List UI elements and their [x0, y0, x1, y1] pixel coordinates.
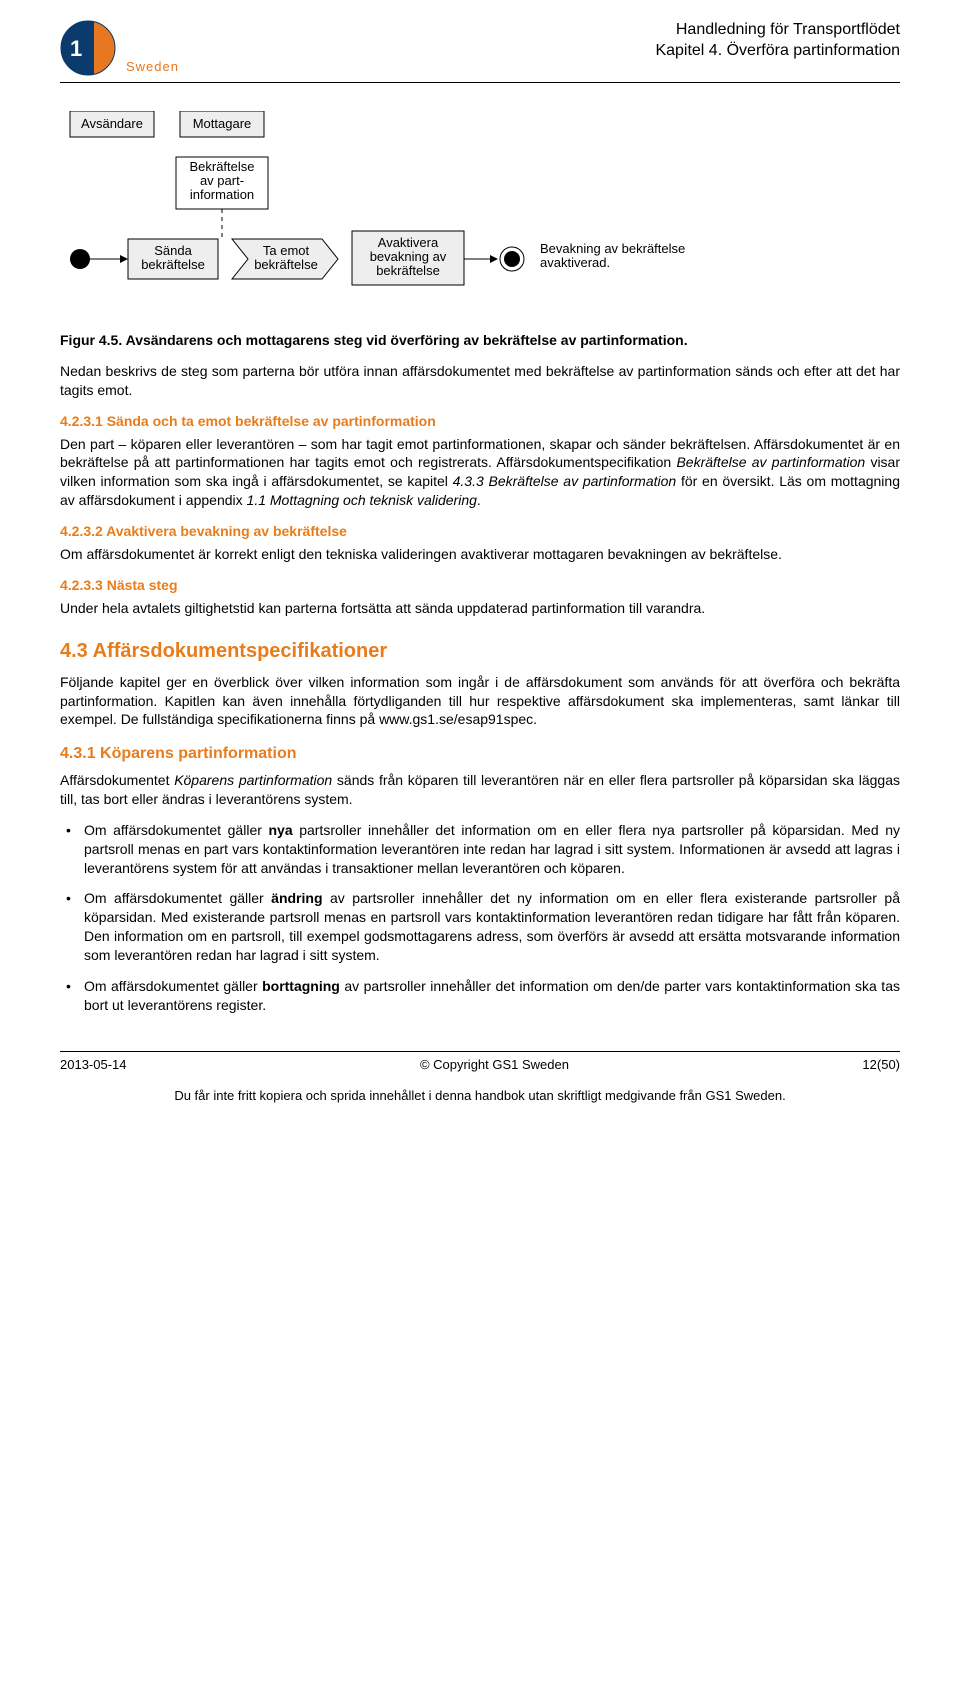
svg-text:1: 1 — [70, 36, 82, 61]
li2-a: Om affärsdokumentet gäller — [84, 978, 262, 994]
p-4233: Under hela avtalets giltighetstid kan pa… — [60, 599, 900, 618]
figure-label: Figur 4.5. Avsändarens och mottagarens s… — [60, 332, 688, 348]
heading-4-3: 4.3 Affärsdokumentspecifikationer — [60, 638, 900, 665]
diag-taemot-l2: bekräftelse — [254, 257, 318, 272]
header-titles: Handledning för Transportflödet Kapitel … — [655, 20, 900, 62]
p-4231-i1: Bekräftelse av partinformation — [676, 454, 865, 470]
header-title-2: Kapitel 4. Överföra partinformation — [655, 41, 900, 62]
p-4232: Om affärsdokumentet är korrekt enligt de… — [60, 545, 900, 564]
diag-sanda-l1: Sända — [154, 243, 192, 258]
figure-followup: Nedan beskrivs de steg som parterna bör … — [60, 362, 900, 400]
diag-sanda-l2: bekräftelse — [141, 257, 205, 272]
li1-bold: ändring — [271, 890, 322, 906]
figure-caption: Figur 4.5. Avsändarens och mottagarens s… — [60, 331, 900, 350]
diag-bevak-l1: Bevakning av bekräftelse — [540, 241, 685, 256]
p-4231-i2: 4.3.3 Bekräftelse av partinformation — [453, 473, 677, 489]
page-footer: 2013-05-14 © Copyright GS1 Sweden 12(50) — [60, 1051, 900, 1074]
footer-date: 2013-05-14 — [60, 1056, 127, 1074]
diag-bekraft-l3: information — [190, 187, 254, 202]
footer-page: 12(50) — [862, 1056, 900, 1074]
p-431-intro: Affärsdokumentet Köparens partinformatio… — [60, 771, 900, 809]
p431-a: Affärsdokumentet — [60, 772, 174, 788]
figure-4-5-diagram: Avsändare Mottagare Bekräftelse av part-… — [60, 111, 900, 311]
page-header: 1 Sweden Handledning för Transportflödet… — [60, 20, 900, 83]
li0-a: Om affärsdokumentet gäller — [84, 822, 268, 838]
logo-region-label: Sweden — [126, 58, 179, 76]
p-4231-i3: 1.1 Mottagning och teknisk validering — [247, 492, 477, 508]
diag-avakt-l2: bevakning av — [370, 249, 447, 264]
footer-copyright: © Copyright GS1 Sweden — [420, 1056, 569, 1074]
li2-bold: borttagning — [262, 978, 340, 994]
heading-4-2-3-1: 4.2.3.1 Sända och ta emot bekräftelse av… — [60, 412, 900, 431]
diag-mottagare: Mottagare — [193, 116, 252, 131]
header-title-1: Handledning för Transportflödet — [655, 20, 900, 41]
diag-avakt-l3: bekräftelse — [376, 263, 440, 278]
diag-bevak-l2: avaktiverad. — [540, 255, 610, 270]
p-4231: Den part – köparen eller leverantören – … — [60, 435, 900, 511]
heading-4-2-3-2: 4.2.3.2 Avaktivera bevakning av bekräfte… — [60, 522, 900, 541]
list-item: Om affärsdokumentet gäller borttagning a… — [84, 977, 900, 1015]
diag-bekraft-l2: av part- — [200, 173, 244, 188]
list-item: Om affärsdokumentet gäller ändring av pa… — [84, 889, 900, 965]
footer-note: Du får inte fritt kopiera och sprida inn… — [60, 1087, 900, 1105]
diag-avsandare: Avsändare — [81, 116, 143, 131]
list-item: Om affärsdokumentet gäller nya partsroll… — [84, 821, 900, 878]
diag-taemot-l1: Ta emot — [263, 243, 310, 258]
heading-4-3-1: 4.3.1 Köparens partinformation — [60, 743, 900, 765]
heading-4-2-3-3: 4.2.3.3 Nästa steg — [60, 576, 900, 595]
p-43: Följande kapitel ger en överblick över v… — [60, 673, 900, 730]
p-4231-d: . — [477, 492, 481, 508]
bullet-list-431: Om affärsdokumentet gäller nya partsroll… — [60, 821, 900, 1015]
p431-i: Köparens partinformation — [174, 772, 332, 788]
gs1-logo-icon: 1 — [60, 20, 116, 76]
diag-bekraft-l1: Bekräftelse — [189, 159, 254, 174]
li0-bold: nya — [268, 822, 292, 838]
diag-avakt-l1: Avaktivera — [378, 235, 439, 250]
logo-block: 1 Sweden — [60, 20, 179, 76]
li1-a: Om affärsdokumentet gäller — [84, 890, 271, 906]
